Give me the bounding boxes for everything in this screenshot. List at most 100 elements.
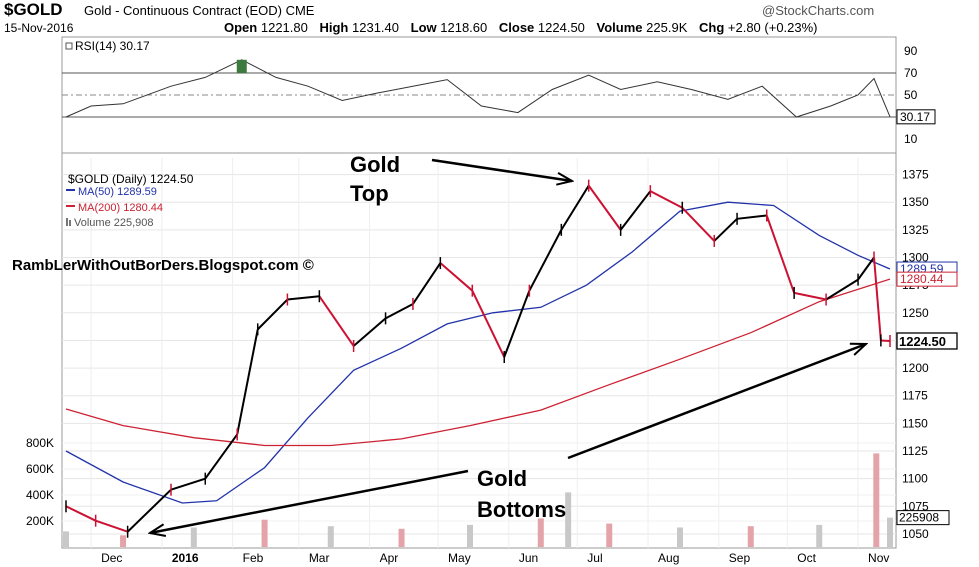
price-tick-label-11: 1100 <box>902 472 928 486</box>
volume-last-value-box <box>896 510 950 526</box>
volume-bar-4 <box>327 526 334 547</box>
ma200-legend-label: MA(200) 1280.44 <box>78 202 163 214</box>
month-tick-label-10: Oct <box>797 551 816 565</box>
price-tick-label-9: 1150 <box>902 416 928 430</box>
last-price-box <box>896 332 958 350</box>
price-segment-6 <box>236 329 259 435</box>
ohlc-open: Open 1221.80 <box>224 20 308 35</box>
price-tick-label-3: 1300 <box>902 251 929 265</box>
volume-bar-8 <box>565 492 572 547</box>
rsi-overbought-fill-5 <box>236 59 247 73</box>
price-segment-21 <box>681 207 715 242</box>
price-segment-19 <box>619 190 652 231</box>
price-segment-12 <box>412 262 442 305</box>
price-segment-28 <box>873 257 882 341</box>
volume-bar-2 <box>190 527 197 547</box>
price-segment-25 <box>793 291 827 301</box>
rsi-layer <box>62 59 896 118</box>
stockcharts-brand: @StockCharts.com <box>762 3 875 18</box>
price-legend-title: $GOLD (Daily) 1224.50 <box>68 172 194 186</box>
annotations: Gold Top Gold Bottoms RambLerWithOutBorD… <box>12 152 866 533</box>
volume-legend-swatch2 <box>69 220 71 226</box>
volume-bar-3 <box>261 519 268 547</box>
month-tick-label-0: Dec <box>101 551 122 565</box>
rsi-last-value-label: 30.17 <box>900 110 930 124</box>
price-segment-8 <box>287 295 320 301</box>
price-segment-22 <box>713 218 738 242</box>
volume-tick-label-2: 400K <box>26 488 54 502</box>
price-segment-24 <box>765 215 796 294</box>
ohlc-change: Chg +2.80 (+0.23%) <box>698 20 818 35</box>
price-tick-label-13: 1050 <box>902 527 929 541</box>
volume-bar-5 <box>398 528 405 547</box>
price-segment-5 <box>204 433 239 480</box>
ma200-value-box-label: 1280.44 <box>900 272 944 286</box>
price-segment-15 <box>503 290 531 358</box>
ma200-legend-swatch <box>66 205 75 207</box>
ohlc-high: High 1231.40 <box>319 20 399 35</box>
ma200-line <box>65 278 891 447</box>
gold-bottom-arrow-right <box>567 344 866 460</box>
price-segment-23 <box>736 214 767 220</box>
ma200-value-box <box>896 271 958 287</box>
gold-bottom-arrow-left <box>150 469 469 533</box>
volume-bar-14 <box>887 517 893 547</box>
volume-bar-6 <box>467 524 474 547</box>
month-tick-label-4: Apr <box>380 551 399 565</box>
ma50-line <box>65 201 891 504</box>
volume-legend-swatch <box>66 218 68 226</box>
gold-bottoms-label-line2: Bottoms <box>477 497 566 522</box>
volume-layer <box>63 453 893 547</box>
price-segment-27 <box>857 256 875 281</box>
price-segment-7 <box>257 298 289 331</box>
volume-last-value-label: 225908 <box>899 511 939 525</box>
price-segment-18 <box>587 185 622 231</box>
price-segment-11 <box>385 303 414 320</box>
month-tick-label-7: Jul <box>587 551 602 565</box>
gold-bottoms-label-line1: Gold <box>477 466 527 491</box>
axis-layer: 1375135013251300127512501225120011751150… <box>26 44 958 565</box>
volume-bar-12 <box>816 524 823 547</box>
month-tick-label-11: Nov <box>868 551 889 565</box>
rsi-tick-label-4: 10 <box>904 132 918 146</box>
volume-bar-9 <box>606 523 613 547</box>
volume-bar-0 <box>63 531 69 547</box>
blog-watermark: RambLerWithOutBorDers.Blogspot.com © <box>12 257 314 274</box>
price-segment-26 <box>825 278 859 301</box>
price-tick-label-8: 1175 <box>902 389 928 403</box>
month-tick-label-6: Jun <box>519 551 538 565</box>
rsi-tick-label-1: 70 <box>904 66 918 80</box>
price-tick-label-10: 1125 <box>902 444 928 458</box>
month-tick-label-9: Sep <box>729 551 751 565</box>
price-segment-2 <box>95 519 128 533</box>
price-tick-label-2: 1325 <box>902 223 929 237</box>
ma50-legend-swatch <box>66 189 75 191</box>
volume-legend-label: Volume 225,908 <box>74 217 154 229</box>
price-segment-14 <box>471 290 506 358</box>
price-segment-1 <box>65 505 97 522</box>
price-tick-label-12: 1075 <box>902 499 929 513</box>
price-segment-20 <box>649 190 683 209</box>
volume-bar-10 <box>677 527 684 547</box>
price-segment-3 <box>126 488 172 533</box>
volume-bar-13 <box>873 453 880 547</box>
volume-bar-7 <box>537 518 544 547</box>
ohlc-close: Close 1224.50 <box>498 20 585 35</box>
price-panel <box>61 152 897 549</box>
gold-top-label-line2: Top <box>350 181 389 206</box>
volume-bar-11 <box>747 526 754 547</box>
month-tick-label-2: Feb <box>243 551 264 565</box>
ohlc-volume: Volume 225.9K <box>596 20 688 35</box>
month-tick-label-3: Mar <box>309 551 330 565</box>
gold-top-arrow <box>431 158 572 181</box>
price-tick-label-7: 1200 <box>902 361 929 375</box>
rsi-legend-swatch <box>65 42 73 50</box>
price-tick-label-1: 1350 <box>902 195 929 209</box>
volume-tick-label-0: 800K <box>26 436 54 450</box>
price-legend: $GOLD (Daily) 1224.50 MA(50) 1289.59 MA(… <box>65 39 194 229</box>
ma50-legend-label: MA(50) 1289.59 <box>78 186 157 198</box>
gold-top-label-line1: Gold <box>350 152 400 177</box>
price-layer <box>65 179 891 538</box>
month-tick-label-5: May <box>448 551 471 565</box>
